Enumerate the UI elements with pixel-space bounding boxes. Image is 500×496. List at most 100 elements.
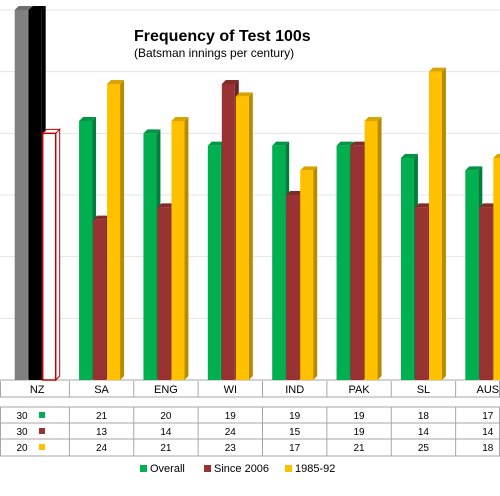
data-label: 15 [289,427,301,438]
bar [143,133,157,380]
data-label: 19 [354,411,366,422]
data-label: 25 [418,443,430,454]
bar-top [171,117,189,121]
bar [400,158,414,380]
data-label: 18 [482,443,494,454]
data-label: 21 [96,411,108,422]
bar [79,121,93,380]
bar-top [300,166,318,171]
bar [414,207,428,380]
bar-top [235,92,253,97]
bar-top [79,117,97,121]
bar [336,145,350,380]
bar-top [143,129,161,134]
bar [207,145,221,380]
data-label: 18 [418,411,430,422]
bar-top [350,141,368,146]
category-label: WI [224,384,237,396]
data-label: 19 [225,411,237,422]
series-key-marker [39,444,45,450]
bar [300,170,314,380]
data-label: 30 [16,427,28,438]
bar-top [107,80,125,84]
legend-marker [285,465,292,472]
bar [221,84,235,380]
bar-top [93,215,111,220]
bar-side [313,166,318,380]
bar-top [221,80,239,84]
bar [107,84,121,380]
bar [93,219,107,380]
bar-top [157,203,175,208]
bar-side [377,117,382,380]
bar-side [441,67,446,381]
data-label: 19 [289,411,301,422]
bar-top [336,141,354,146]
bar-top [465,166,483,171]
bar-top [364,117,382,121]
bar [157,207,171,380]
bar [350,145,364,380]
bar [171,121,185,380]
data-label: 13 [96,427,108,438]
data-label: 24 [225,427,237,438]
bar [493,158,500,380]
legend: Overall Since 2006 1985-92 [140,463,335,475]
category-label: NZ [30,384,45,396]
bar [41,132,57,381]
data-label: 14 [482,427,494,438]
chart-subtitle: (Batsman innings per century) [134,46,294,60]
bar-top [479,203,497,208]
data-label: 14 [160,427,172,438]
data-label: 20 [16,443,28,454]
bar-top [28,6,46,10]
bar-top [493,154,500,158]
category-label: SA [94,384,109,396]
legend-marker [204,465,211,472]
data-label: 21 [160,443,172,454]
bar [235,96,249,380]
bar-top [14,6,32,10]
data-label: 17 [482,411,494,422]
bar [465,170,479,380]
data-label: 30 [16,411,28,422]
bar-side [120,80,125,380]
legend-marker [140,465,147,472]
data-label: 20 [160,411,172,422]
data-table: NZ SA ENG WI IND PAK SL AUS 30 21 20 19 19 19 18 17 30 13… [0,381,500,457]
bar [428,71,442,381]
bar-side [184,117,189,380]
bar [14,10,28,380]
bar-top [414,203,432,208]
data-label: 23 [225,443,237,454]
data-label: 24 [96,443,108,454]
bar-top [207,141,225,146]
category-label: PAK [348,384,370,396]
series-key-marker [39,428,45,434]
bar-top [286,191,304,195]
category-label: ENG [154,384,178,396]
bar [286,195,300,380]
series-key-marker [39,412,45,418]
category-label: IND [285,384,304,396]
bar-side [248,92,253,380]
legend-label: Overall [150,463,185,475]
category-label: SL [417,384,430,396]
bar-top [428,67,446,72]
legend-label: 1985-92 [295,463,335,475]
bars [14,6,500,382]
data-label: 19 [354,427,366,438]
data-label: 17 [289,443,301,454]
bar [479,207,493,380]
bar [272,145,286,380]
bar [364,121,378,380]
data-label: 14 [418,427,430,438]
bar-top [272,141,290,146]
bar [28,10,42,380]
chart-title: Frequency of Test 100s [134,28,311,45]
category-label: AUS [477,384,500,396]
data-label: 21 [354,443,366,454]
legend-label: Since 2006 [214,463,269,475]
bar-top [400,154,418,158]
